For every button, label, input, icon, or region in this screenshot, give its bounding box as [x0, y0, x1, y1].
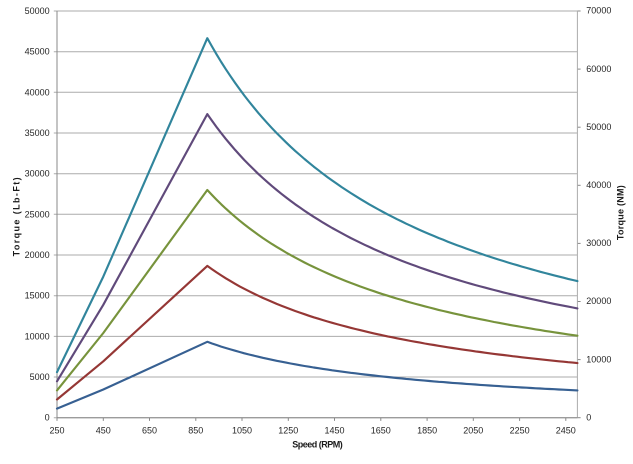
svg-text:70000: 70000 — [586, 6, 611, 16]
svg-text:50000: 50000 — [25, 6, 50, 16]
svg-text:850: 850 — [188, 426, 203, 436]
svg-text:60000: 60000 — [586, 64, 611, 74]
svg-text:20000: 20000 — [586, 296, 611, 306]
svg-text:50000: 50000 — [586, 122, 611, 132]
svg-text:1850: 1850 — [417, 426, 437, 436]
svg-text:40000: 40000 — [25, 87, 50, 97]
svg-text:0: 0 — [586, 412, 591, 422]
svg-text:2450: 2450 — [556, 426, 576, 436]
svg-text:25000: 25000 — [25, 209, 50, 219]
svg-text:40000: 40000 — [586, 180, 611, 190]
svg-text:Speed (RPM): Speed (RPM) — [292, 440, 343, 450]
svg-text:15000: 15000 — [25, 291, 50, 301]
svg-text:650: 650 — [142, 426, 157, 436]
svg-text:1450: 1450 — [324, 426, 344, 436]
svg-text:0: 0 — [45, 413, 50, 423]
svg-text:5000: 5000 — [30, 372, 50, 382]
svg-text:30000: 30000 — [25, 169, 50, 179]
svg-text:45000: 45000 — [25, 47, 50, 57]
svg-text:10000: 10000 — [586, 354, 611, 364]
svg-text:30000: 30000 — [586, 238, 611, 248]
svg-text:1050: 1050 — [232, 426, 252, 436]
svg-text:450: 450 — [96, 426, 111, 436]
svg-text:2050: 2050 — [463, 426, 483, 436]
svg-text:2250: 2250 — [510, 426, 530, 436]
svg-text:1650: 1650 — [371, 426, 391, 436]
svg-text:Torque (Lb-Ft): Torque (Lb-Ft) — [12, 176, 22, 256]
svg-text:Torque (NM): Torque (NM) — [615, 185, 625, 240]
svg-text:20000: 20000 — [25, 250, 50, 260]
svg-text:35000: 35000 — [25, 128, 50, 138]
svg-text:1250: 1250 — [278, 426, 298, 436]
svg-text:10000: 10000 — [25, 331, 50, 341]
svg-text:250: 250 — [49, 426, 64, 436]
